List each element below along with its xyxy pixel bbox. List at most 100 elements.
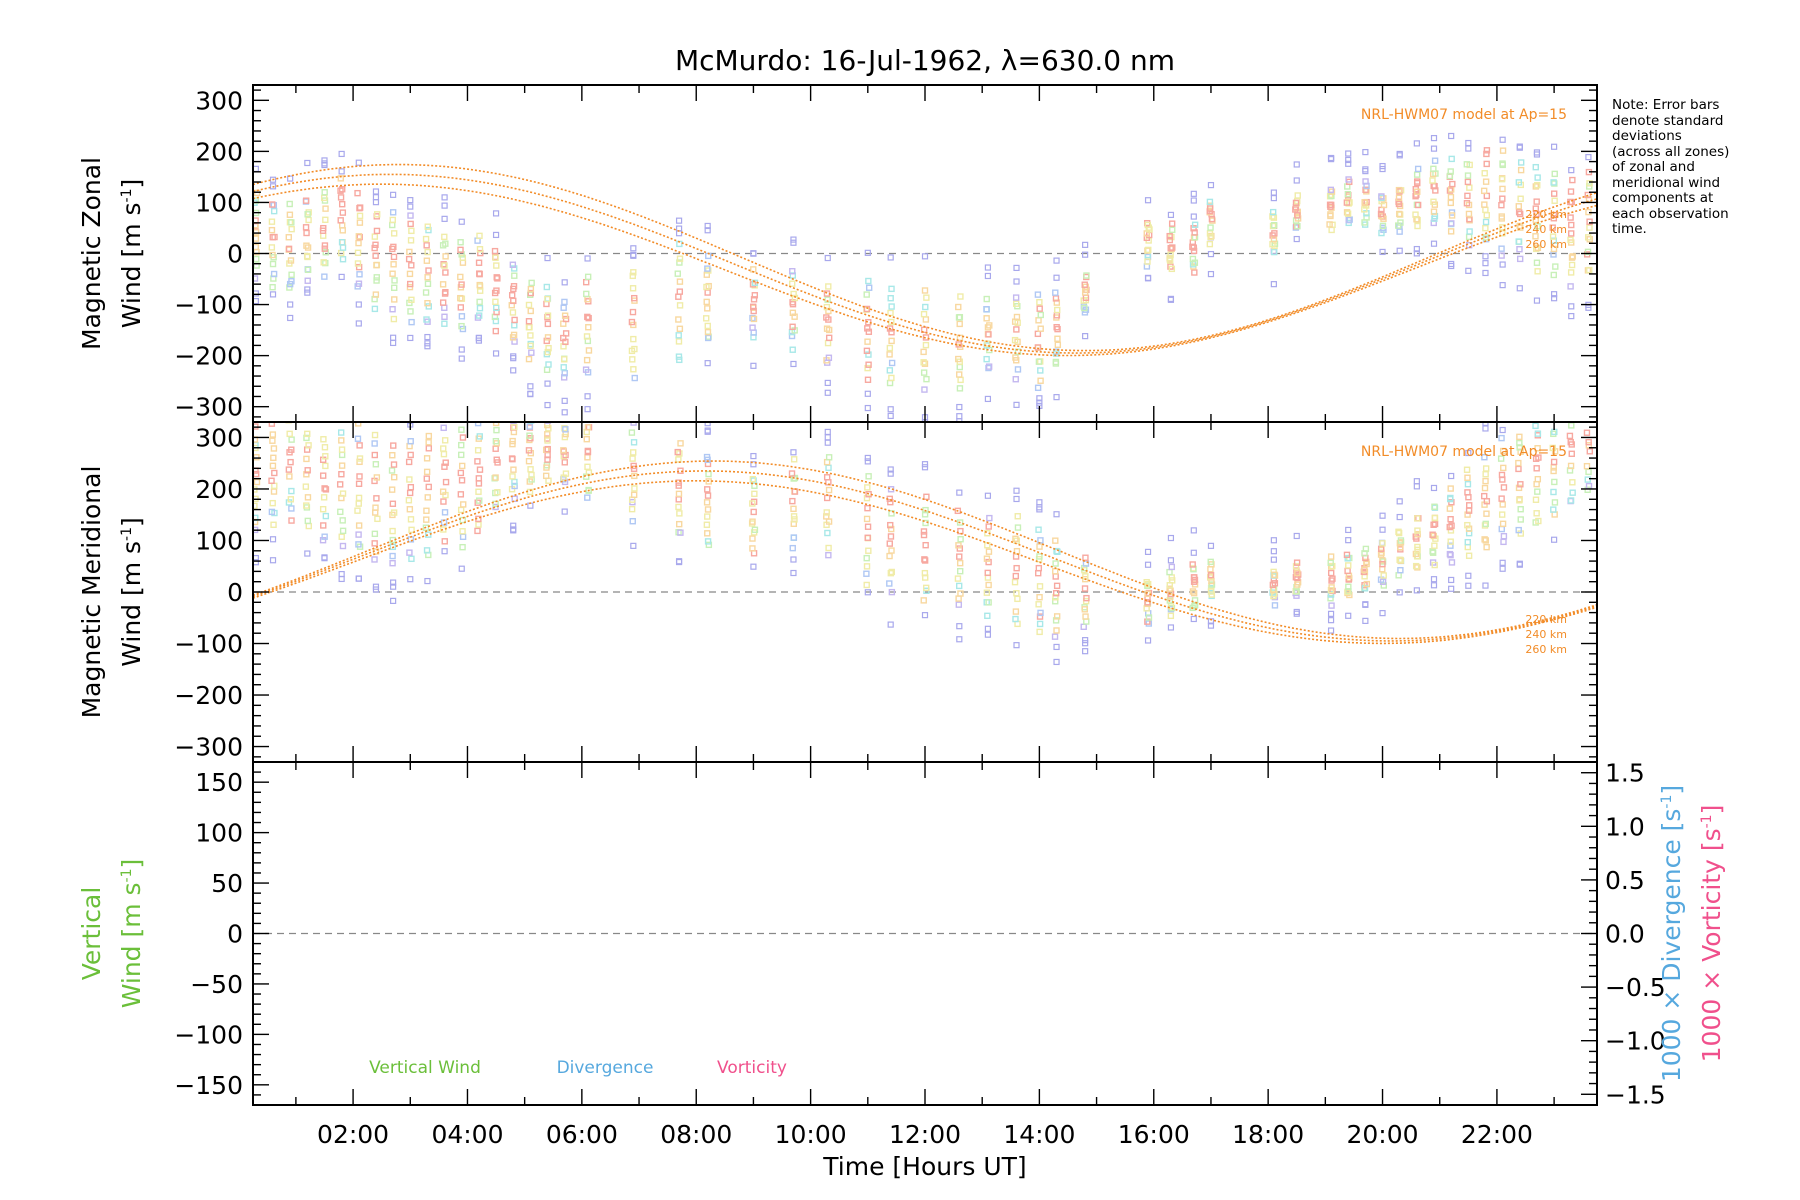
data-point	[1482, 477, 1489, 485]
data-point	[1532, 163, 1539, 171]
data-point	[1499, 147, 1507, 154]
model-label: NRL-HWM07 model at Ap=15	[1361, 444, 1567, 460]
data-point	[476, 298, 483, 306]
data-point	[1550, 245, 1558, 253]
y-label-line2: Wind [m s-1]	[117, 517, 146, 667]
data-point	[790, 236, 797, 243]
data-point	[545, 391, 550, 396]
y-tick-label: 200	[195, 475, 243, 504]
data-point	[674, 270, 681, 277]
data-point	[356, 271, 363, 278]
data-point	[1515, 179, 1523, 186]
data-point	[253, 297, 259, 305]
data-point	[631, 345, 638, 353]
data-point	[510, 353, 517, 360]
data-point	[888, 510, 895, 517]
data-point	[1586, 180, 1593, 187]
data-point	[1568, 303, 1575, 310]
data-point	[1167, 624, 1175, 631]
data-point	[390, 597, 397, 604]
data-point	[1568, 313, 1575, 320]
data-point	[494, 389, 499, 394]
data-point	[1207, 250, 1215, 258]
data-point	[1412, 562, 1420, 570]
data-point	[408, 318, 415, 326]
data-point	[1414, 222, 1421, 230]
data-point	[1082, 241, 1089, 248]
data-point	[957, 293, 964, 300]
note-error-bars: Note: Error bars denote standard deviati…	[1612, 97, 1800, 238]
data-point	[584, 393, 591, 400]
data-point	[527, 332, 534, 339]
data-point	[268, 422, 276, 427]
data-point	[1144, 561, 1152, 568]
data-point	[1168, 265, 1176, 273]
data-point	[371, 233, 379, 240]
obs-column	[1549, 428, 1559, 543]
data-point	[674, 448, 681, 456]
data-point	[704, 538, 712, 545]
data-point	[1481, 536, 1488, 543]
data-point	[390, 243, 397, 251]
data-point	[956, 623, 963, 630]
data-point	[1271, 571, 1278, 578]
data-point	[304, 467, 311, 474]
data-point	[1567, 236, 1574, 244]
data-point	[887, 470, 894, 477]
data-point	[1534, 174, 1541, 181]
data-point	[525, 457, 533, 465]
data-point	[1012, 294, 1020, 301]
data-point	[1586, 448, 1593, 455]
data-point	[304, 266, 312, 274]
data-point	[1052, 537, 1059, 544]
data-point	[304, 211, 311, 218]
data-point	[1549, 233, 1557, 240]
data-point	[425, 303, 432, 310]
data-point	[493, 262, 500, 269]
data-point	[955, 595, 962, 602]
data-point	[956, 582, 963, 590]
data-point	[1052, 360, 1060, 367]
note-line: Note: Error bars	[1612, 97, 1720, 113]
data-point	[824, 439, 831, 446]
data-point	[1534, 398, 1539, 403]
data-point	[440, 261, 447, 268]
obs-column	[1566, 401, 1576, 505]
data-point	[1036, 613, 1044, 620]
data-point	[1550, 458, 1558, 466]
data-point	[475, 259, 483, 266]
data-point	[493, 308, 500, 316]
data-point	[372, 461, 380, 468]
data-point	[407, 451, 414, 459]
data-point	[475, 312, 483, 319]
altitude-label: 260 km	[1525, 238, 1567, 251]
data-point	[1013, 590, 1020, 597]
obs-column	[1011, 487, 1022, 649]
data-point	[1570, 401, 1575, 406]
data-point	[584, 406, 591, 413]
data-point	[439, 281, 447, 288]
data-point	[583, 435, 590, 443]
data-point	[389, 216, 396, 224]
data-point	[372, 241, 379, 248]
data-point	[1036, 543, 1043, 550]
data-point	[304, 494, 312, 501]
right-y-label-text: 1000 × Vorticity [s-1]	[1697, 805, 1726, 1063]
data-point	[288, 446, 295, 453]
data-point	[825, 334, 833, 342]
data-point	[389, 527, 396, 535]
data-point	[285, 245, 293, 253]
data-point	[1052, 598, 1059, 605]
obs-column	[508, 422, 518, 534]
data-point	[1534, 400, 1539, 405]
right-y-tick-label: 0.0	[1605, 920, 1645, 949]
data-point	[1447, 516, 1454, 523]
data-point	[354, 507, 361, 514]
data-point	[886, 379, 894, 387]
obs-column	[1429, 134, 1439, 247]
obs-column	[1395, 150, 1405, 254]
data-point	[476, 398, 481, 403]
data-point	[442, 400, 447, 405]
data-point	[287, 257, 295, 264]
data-point	[789, 280, 796, 287]
